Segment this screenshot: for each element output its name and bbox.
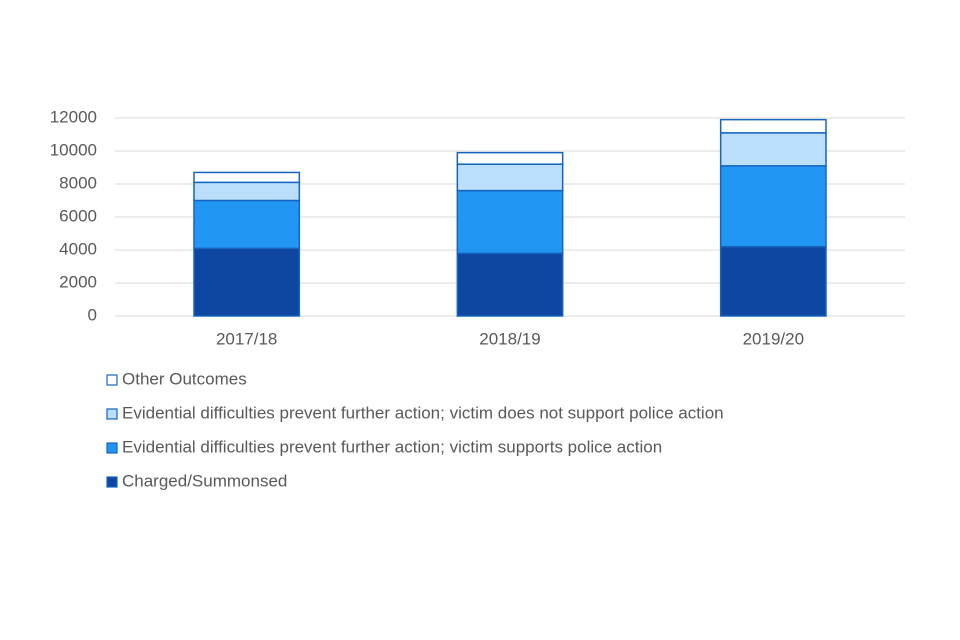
bar-segment: [719, 132, 827, 167]
legend-label: Charged/Summonsed: [122, 471, 287, 490]
y-tick-label: 0: [88, 305, 97, 324]
bar-segment: [456, 252, 564, 317]
y-tick-label: 2000: [59, 272, 97, 291]
x-tick-label: 2017/18: [216, 329, 277, 348]
y-tick-label: 12000: [50, 107, 97, 126]
bar-segment: [719, 245, 827, 317]
legend-swatch: [106, 476, 118, 488]
legend-swatch: [106, 374, 118, 386]
bar-segment: [719, 165, 827, 248]
x-tick-label: 2018/19: [479, 329, 540, 348]
y-tick-label: 8000: [59, 173, 97, 192]
bar-segment: [193, 181, 301, 202]
bar-segment: [193, 171, 301, 184]
y-tick-label: 10000: [50, 140, 97, 159]
bar-segment: [456, 151, 564, 165]
legend-label: Other Outcomes: [122, 369, 247, 388]
bar-segment: [719, 118, 827, 134]
legend-label: Evidential difficulties prevent further …: [122, 437, 662, 456]
bar-segment: [193, 199, 301, 250]
legend-swatch: [106, 408, 118, 420]
bar-segment: [456, 189, 564, 255]
bar-segment: [193, 247, 301, 317]
bar-segment: [456, 163, 564, 192]
y-tick-label: 4000: [59, 239, 97, 258]
y-tick-label: 6000: [59, 206, 97, 225]
legend-swatch: [106, 442, 118, 454]
legend-label: Evidential difficulties prevent further …: [122, 403, 724, 422]
x-tick-label: 2019/20: [743, 329, 804, 348]
